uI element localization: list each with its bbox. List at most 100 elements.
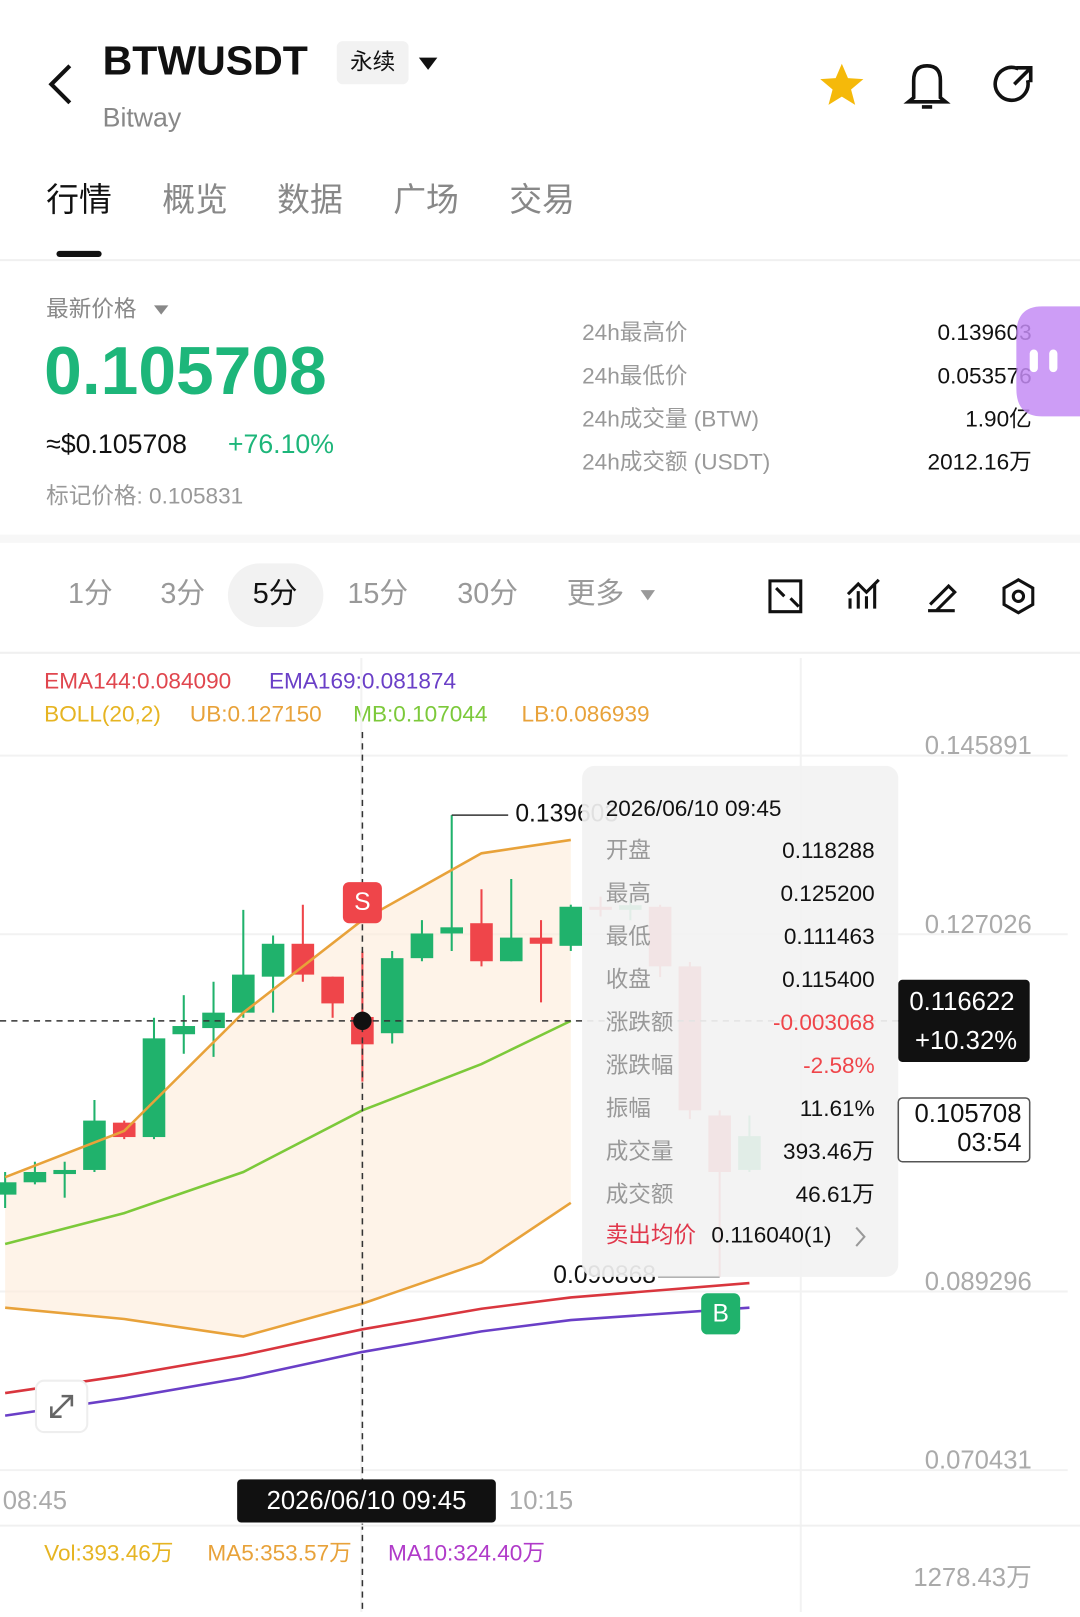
x-tick-label: 08:45: [3, 1487, 67, 1515]
buy-marker-label: B: [712, 1300, 728, 1327]
indicator-legend: UB:0.127150: [190, 701, 322, 726]
tooltip-label: 最低: [606, 924, 651, 949]
assistant-eye: [1029, 349, 1038, 373]
tooltip-value: -0.003068: [773, 1010, 875, 1035]
price-dropdown[interactable]: [153, 305, 169, 315]
interval[interactable]: 3分: [160, 578, 205, 610]
tooltip-value: 0.125200: [780, 881, 874, 906]
crosshair-price: 0.116622: [909, 988, 1014, 1016]
candle-body: [172, 1026, 196, 1035]
indicator-legend: EMA169:0.081874: [269, 669, 456, 694]
dropdown-arrow[interactable]: [418, 57, 438, 70]
settings-icon-dot: [1011, 589, 1026, 603]
floating-assistant[interactable]: [1016, 306, 1080, 417]
indicator-legend: MB:0.107044: [353, 701, 487, 726]
assistant-eye: [1049, 349, 1058, 373]
tooltip-label: 成交量: [606, 1139, 674, 1164]
tooltip-label: 振幅: [606, 1096, 651, 1121]
crosshair-dot: [353, 1011, 372, 1031]
more-dropdown[interactable]: [640, 590, 655, 601]
stat-value: 0.139603: [938, 320, 1032, 345]
share-icon[interactable]: [993, 65, 1033, 103]
volume-legend: MA10:324.40万: [388, 1540, 545, 1565]
indicator-line: [4, 1281, 750, 1395]
candle-body: [410, 933, 434, 959]
tab-indicator: [56, 250, 102, 258]
candle-body: [142, 1038, 166, 1138]
candle-body: [380, 958, 404, 1034]
stat-label: 24h成交额 (USDT): [582, 450, 770, 475]
volume-axis-label: 1278.43万: [913, 1564, 1031, 1592]
interval[interactable]: 30分: [457, 578, 518, 610]
tab[interactable]: 行情: [46, 181, 112, 218]
crosshair-time: 2026/06/10 09:45: [267, 1487, 467, 1515]
candle-body: [202, 1012, 225, 1029]
candle-body: [499, 937, 523, 962]
tooltip-value: 393.46万: [783, 1139, 875, 1164]
exchange: Bitway: [103, 102, 182, 132]
tooltip-label: 收盘: [606, 967, 651, 992]
candle-body: [83, 1120, 106, 1170]
draw-icon[interactable]: [928, 583, 957, 613]
stat-value: 1.90亿: [965, 406, 1032, 431]
candle-body: [232, 974, 255, 1013]
boll-band-fill: [5, 839, 571, 1337]
fullscreen-icon: [50, 1394, 74, 1418]
interval[interactable]: 更多: [567, 578, 624, 610]
candle-body: [440, 927, 464, 934]
candle-body: [529, 937, 553, 944]
tooltip-value: 0.118288: [782, 838, 874, 863]
indicator-line: [4, 838, 571, 1179]
last-price: 0.105708: [44, 334, 327, 409]
tooltip-value: 0.115400: [782, 967, 874, 992]
layout-icon[interactable]: [768, 579, 803, 614]
tooltip-label: 最高: [606, 881, 651, 906]
stat-label: 24h成交量 (BTW): [582, 406, 759, 431]
stat-value: 0.053576: [938, 363, 1032, 388]
sell-avg-value[interactable]: 0.116040(1): [711, 1223, 831, 1248]
usd-price: ≈$0.105708: [46, 429, 187, 459]
countdown: 03:54: [957, 1129, 1021, 1157]
candle-body: [291, 943, 315, 975]
back-button[interactable]: [48, 64, 72, 105]
y-tick-label: 0.070431: [925, 1447, 1032, 1475]
y-tick-label: 0.127026: [925, 911, 1032, 939]
candle-body: [559, 906, 583, 946]
stat-label: 24h最高价: [582, 320, 687, 345]
tab[interactable]: 广场: [393, 181, 459, 218]
settings-icon[interactable]: [1002, 578, 1035, 615]
tooltip-panel: [582, 765, 899, 1277]
y-tick-label: 0.145891: [925, 732, 1032, 760]
indicator-line: [4, 1019, 572, 1246]
indicator-legend: BOLL(20,2): [44, 701, 161, 726]
candle-body: [0, 1182, 17, 1195]
sell-avg-label[interactable]: 卖出均价: [606, 1223, 696, 1248]
y-tick-label: 0.089296: [925, 1268, 1032, 1296]
price-change: +76.10%: [228, 429, 334, 459]
indicator-line: [5, 1201, 572, 1338]
interval[interactable]: 15分: [347, 578, 408, 610]
alert-icon[interactable]: [903, 63, 951, 109]
x-tick-label: 10:15: [509, 1487, 573, 1515]
tooltip-label: 涨跌额: [606, 1010, 674, 1035]
volume-legend: Vol:393.46万: [44, 1540, 173, 1565]
sell-marker[interactable]: [342, 882, 382, 924]
volume-legend: MA5:353.57万: [207, 1540, 351, 1565]
interval[interactable]: 1分: [68, 578, 113, 610]
section-gap: [0, 534, 1080, 543]
tooltip-date: 2026/06/10 09:45: [606, 796, 782, 821]
indicator-icon[interactable]: [846, 578, 880, 609]
tab[interactable]: 交易: [509, 181, 575, 218]
stat-label: 24h最低价: [582, 363, 687, 388]
tab[interactable]: 概览: [162, 181, 228, 218]
sell-marker-label: S: [354, 889, 370, 916]
favorite-icon[interactable]: [820, 63, 864, 105]
contract-badge[interactable]: [336, 41, 409, 85]
tab[interactable]: 数据: [277, 181, 343, 218]
interval[interactable]: 5分: [253, 578, 298, 610]
tooltip-label: 涨跌幅: [606, 1053, 674, 1078]
tooltip-value: -2.58%: [803, 1053, 875, 1078]
buy-marker[interactable]: [701, 1293, 741, 1335]
candle-body: [261, 943, 285, 977]
